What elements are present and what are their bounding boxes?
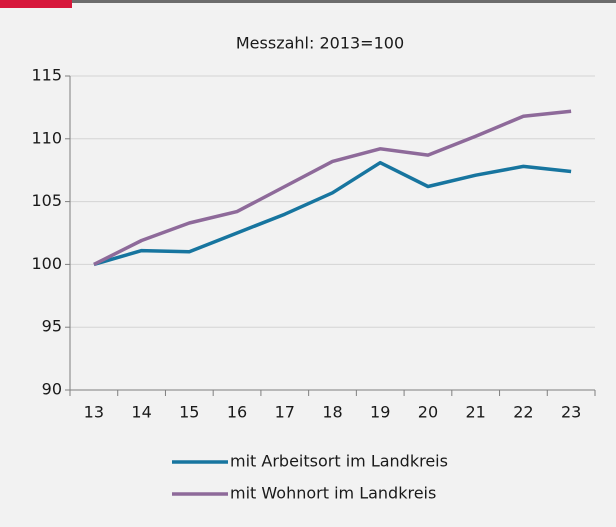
legend-label: mit Wohnort im Landkreis [230,484,436,503]
x-tick-label: 16 [227,403,247,422]
legend-label: mit Arbeitsort im Landkreis [230,452,448,471]
y-tick-label: 110 [31,128,62,147]
x-tick-label: 23 [561,403,581,422]
series-line [93,160,572,267]
x-tick-label: 20 [418,403,438,422]
y-tick-label: 100 [31,254,62,273]
x-tick-label: 14 [131,403,151,422]
x-tick-label: 21 [466,403,486,422]
x-tick-label: 18 [322,403,342,422]
chart-title: Messzahl: 2013=100 [236,34,404,53]
x-tick-label: 13 [84,403,104,422]
x-tick-label: 19 [370,403,390,422]
series-line [93,109,572,266]
x-tick-label: 15 [179,403,199,422]
x-tick-label: 22 [513,403,533,422]
y-tick-label: 90 [42,380,62,399]
y-tick-label: 95 [42,317,62,336]
accent-block [0,0,72,8]
y-tick-label: 115 [31,66,62,85]
x-tick-label: 17 [275,403,295,422]
y-tick-label: 105 [31,191,62,210]
top-rule [0,0,616,3]
